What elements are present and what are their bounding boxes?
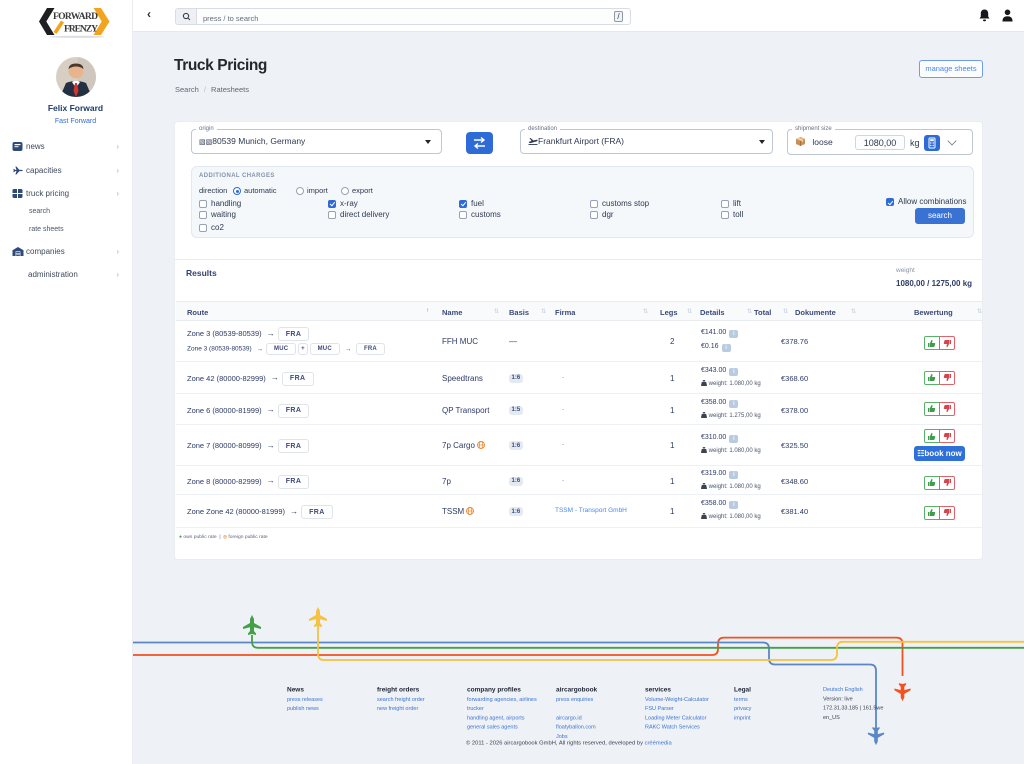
svg-text:FORWARD: FORWARD <box>53 11 98 22</box>
svg-text:FRENZY: FRENZY <box>64 24 98 35</box>
